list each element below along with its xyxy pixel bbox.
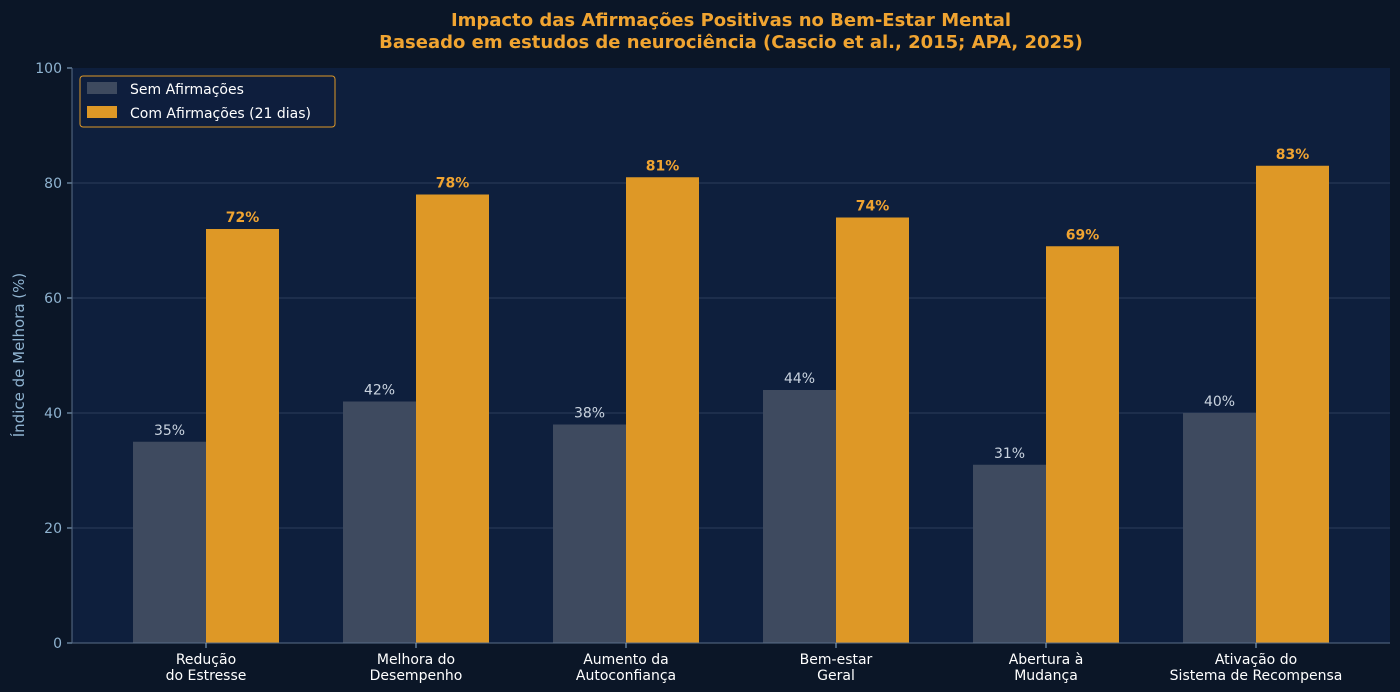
legend-label-without: Sem Afirmações (130, 82, 244, 98)
data-label-com-afirmacoes: 81% (646, 158, 680, 174)
bar-sem-afirmacoes (133, 441, 206, 643)
bar-com-afirmacoes (206, 229, 279, 643)
data-label-sem-afirmacoes: 40% (1204, 394, 1235, 410)
data-label-com-afirmacoes: 78% (436, 176, 470, 192)
chart-title: Impacto das Afirmações Positivas no Bem-… (451, 10, 1011, 31)
data-label-com-afirmacoes: 72% (226, 210, 260, 226)
x-tick-label: Ativação do Sistema de Recompensa (1170, 652, 1343, 684)
legend-swatch-without (87, 82, 117, 94)
data-label-com-afirmacoes: 74% (856, 199, 890, 215)
data-labels: 35% 72% 42% 78% 38% 81% 44% 74% 31% 69% 40% 83% (154, 147, 1309, 462)
bar-sem-afirmacoes (343, 401, 416, 643)
axes: 0 20 40 60 80 100 Redução do Estresse Melhora do… (35, 61, 1390, 684)
bar-com-afirmacoes (836, 217, 909, 643)
legend-swatch-with (87, 106, 117, 118)
chart-subtitle: Baseado em estudos de neurociência (Casc… (379, 32, 1083, 53)
bar-com-afirmacoes (416, 194, 489, 643)
y-axis-label: Índice de Melhora (%) (9, 273, 28, 438)
y-tick-label: 20 (44, 521, 62, 537)
data-label-sem-afirmacoes: 35% (154, 423, 185, 439)
y-tick-label: 60 (44, 291, 62, 307)
bar-sem-afirmacoes (973, 464, 1046, 643)
bar-sem-afirmacoes (553, 424, 626, 643)
bar-com-afirmacoes (1046, 246, 1119, 643)
y-tick-label: 100 (35, 61, 62, 77)
gridlines (72, 182, 1390, 529)
data-label-com-afirmacoes: 69% (1066, 227, 1100, 243)
x-tick-label: Aumento da Autoconfiança (576, 652, 676, 684)
bars (133, 165, 1329, 643)
plot-area (72, 68, 1390, 643)
data-label-sem-afirmacoes: 44% (784, 371, 815, 387)
legend-label-with: Com Afirmações (21 dias) (130, 106, 311, 122)
x-tick-label: Melhora do Desempenho (370, 652, 463, 684)
x-tick-label: Redução do Estresse (166, 652, 247, 684)
y-tick-label: 40 (44, 406, 62, 422)
y-tick-label: 80 (44, 176, 62, 192)
legend: Sem Afirmações Com Afirmações (21 dias) (79, 75, 336, 128)
data-label-sem-afirmacoes: 31% (994, 446, 1025, 462)
data-label-com-afirmacoes: 83% (1276, 147, 1310, 163)
bar-sem-afirmacoes (763, 390, 836, 643)
x-tick-label: Abertura à Mudança (1009, 652, 1084, 684)
data-label-sem-afirmacoes: 38% (574, 406, 605, 422)
x-tick-label: Bem-estar Geral (800, 652, 873, 684)
y-tick-label: 0 (53, 636, 62, 652)
bar-com-afirmacoes (626, 177, 699, 643)
data-label-sem-afirmacoes: 42% (364, 383, 395, 399)
bar-sem-afirmacoes (1183, 413, 1256, 643)
bar-com-afirmacoes (1256, 165, 1329, 643)
legend-box (79, 75, 336, 128)
